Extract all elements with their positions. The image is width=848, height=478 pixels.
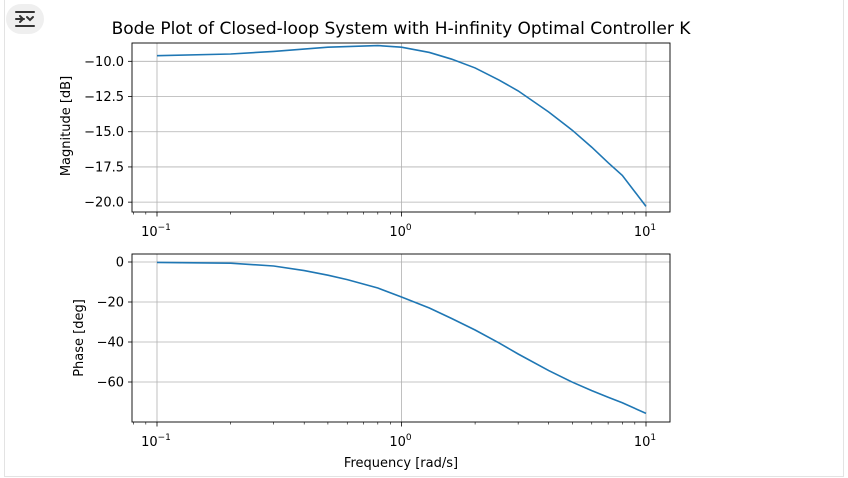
magnitude-axes: −10.0 −12.5 −15.0 −17.5 −20.0 10−1 100 101 (84, 43, 670, 240)
axes-frame (132, 43, 670, 212)
phase-ylabel: Phase [deg] (72, 299, 87, 377)
phase-xlabel: Frequency [rad/s] (344, 456, 458, 471)
x-tick-label: 10−1 (141, 223, 171, 240)
phase-axes: 0 −20 −40 −60 10−1 100 101 (97, 254, 670, 450)
magnitude-ylabel: Magnitude [dB] (59, 76, 74, 176)
y-tick-label: −17.5 (84, 160, 124, 175)
x-tick-label: 101 (634, 223, 656, 240)
y-tick-label: −12.5 (84, 90, 124, 105)
chart-title: Bode Plot of Closed-loop System with H-i… (112, 19, 692, 39)
y-tick-label: −40 (97, 336, 124, 351)
x-tick-label: 101 (634, 433, 656, 450)
y-tick-label: 0 (116, 256, 124, 271)
y-tick-label: −60 (97, 376, 124, 391)
bode-figure: Bode Plot of Closed-loop System with H-i… (0, 0, 848, 478)
y-tick-label: −20.0 (84, 196, 124, 211)
x-tick-label: 100 (389, 223, 412, 240)
y-tick-label: −10.0 (84, 55, 124, 70)
y-tick-label: −20 (97, 296, 124, 311)
axes-frame (132, 254, 670, 422)
y-tick-label: −15.0 (84, 125, 124, 140)
x-tick-label: 10−1 (141, 433, 171, 450)
x-tick-label: 100 (389, 433, 412, 450)
